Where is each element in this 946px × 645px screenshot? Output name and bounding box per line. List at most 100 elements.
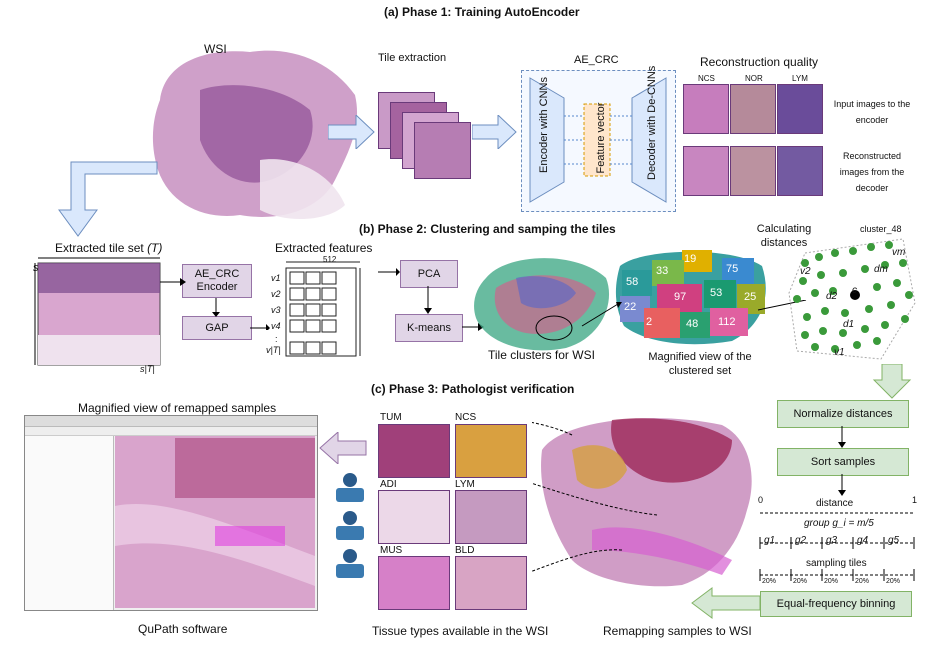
tissue-bld-image (455, 556, 527, 610)
label-d1: d1 (843, 319, 855, 330)
cluster-point (815, 253, 823, 261)
feature-dim-label: 512 (323, 255, 337, 264)
cluster-point (811, 289, 819, 297)
s-last-label: s|T| (140, 364, 155, 374)
cluster-point (811, 343, 819, 351)
ae-shapes (529, 77, 667, 203)
calculating-distances-label: Calculating distances (756, 223, 812, 249)
tissue-bld-label: BLD (455, 545, 475, 556)
ae-crc-encoder-box: AE_CRC Encoder (182, 264, 252, 298)
group-g5: g5 (888, 535, 900, 546)
encoder-label: Encoder with CNNs (538, 77, 550, 173)
percent-3: 20% (824, 578, 839, 585)
recon-caption: Reconstructed images from the decoder (839, 151, 905, 193)
label-dm: dm (874, 264, 888, 275)
tissue-caption: Tissue types available in the WSI (372, 624, 549, 638)
cluster-point (905, 291, 913, 299)
label-v1: v1 (834, 347, 845, 358)
kmeans-box: K-means (395, 314, 463, 342)
magnified-view-label: Magnified view of the clustered set (648, 351, 752, 377)
qupath-viewer[interactable] (115, 436, 315, 608)
tile-extraction-label: Tile extraction (378, 52, 447, 64)
cluster-point (839, 269, 847, 277)
extracted-features-label: Extracted features (275, 241, 373, 255)
arrow-wsi-to-tiles (328, 115, 375, 149)
cluster-point (819, 327, 827, 335)
cluster-point (873, 283, 881, 291)
pca-arrows (378, 268, 484, 331)
cluster-19: 19 (684, 253, 697, 265)
phase3-title: (c) Phase 3: Pathologist verification (371, 382, 575, 396)
tissue-lym-image (455, 490, 527, 544)
feature-vector-label: Feature vector (595, 102, 607, 174)
cluster-point (887, 301, 895, 309)
row-v3: v3 (271, 305, 281, 315)
group-label: group g_i = m/5 (804, 518, 874, 529)
percent-2: 20% (793, 578, 808, 585)
arrow-to-qupath (319, 432, 367, 464)
row-v1: v1 (271, 273, 281, 283)
feature-matrix (285, 261, 361, 357)
cluster-point (829, 287, 837, 295)
qupath-window (24, 415, 318, 611)
wsi-label: WSI (204, 42, 227, 56)
phase1-title: (a) Phase 1: Training AutoEncoder (384, 5, 580, 19)
input-lym-image (777, 84, 823, 134)
arrow-binning-to-wsi (691, 587, 761, 619)
cluster-75: 75 (726, 263, 739, 275)
ae-title: AE_CRC (574, 54, 619, 66)
cluster-97: 97 (674, 291, 687, 303)
cluster-22: 22 (624, 301, 637, 313)
group-g1: g1 (764, 535, 776, 546)
tissue-ncs-image (455, 424, 527, 478)
decoder-label: Decoder with De-CNNs (646, 65, 658, 180)
arrow-wsi-to-tileset (58, 161, 158, 237)
recon-nor-image (730, 146, 776, 196)
wsi-slide-image (152, 50, 358, 220)
arrow-normalize-to-sort (838, 426, 846, 448)
qupath-label: QuPath software (138, 622, 228, 636)
row-v2: v2 (271, 289, 281, 299)
magnified-remapped-label: Magnified view of remapped samples (78, 401, 277, 415)
cluster-53: 53 (710, 287, 723, 299)
group-g3: g3 (826, 535, 838, 546)
recon-class-ncs: NCS (698, 74, 715, 83)
qupath-menubar[interactable] (25, 427, 317, 436)
cluster-point (799, 277, 807, 285)
gap-box: GAP (182, 316, 252, 340)
row-v4: v4 (271, 321, 281, 331)
tissue-mus-label: MUS (380, 545, 403, 556)
cluster-point (873, 337, 881, 345)
cluster-point (831, 249, 839, 257)
qupath-sidebar[interactable] (25, 436, 114, 610)
tissue-adi-image (378, 490, 450, 544)
label-v2: v2 (800, 266, 811, 277)
tissue-adi-label: ADI (380, 479, 397, 490)
phase2-title: (b) Phase 2: Clustering and samping the … (359, 222, 616, 236)
pca-box: PCA (400, 260, 458, 288)
pathologists-icons (336, 473, 364, 578)
cluster-48-label: cluster_48 (860, 224, 902, 234)
cluster-point (801, 331, 809, 339)
extracted-tile-set-label: Extracted tile set (T) (55, 241, 163, 255)
tile-grid (34, 257, 161, 366)
binning-axes (759, 512, 915, 581)
recon-lym-image (777, 146, 823, 196)
cluster-point (803, 313, 811, 321)
distance-label: distance (816, 498, 854, 509)
percent-1: 20% (762, 578, 777, 585)
cluster-point (841, 309, 849, 317)
cluster-point (853, 341, 861, 349)
cluster-point (849, 247, 857, 255)
label-vm: vm (892, 247, 906, 258)
tissue-ncs-label: NCS (455, 412, 477, 423)
label-d2: d2 (826, 291, 838, 302)
cluster-point (893, 279, 901, 287)
recon-class-lym: LYM (792, 74, 808, 83)
arrow-lines (581, 300, 807, 327)
arrow-tiles-to-ae (472, 115, 517, 149)
encoder-arrows (160, 278, 270, 330)
recon-ncs-image (683, 146, 729, 196)
cluster-point (801, 259, 809, 267)
input-nor-image (730, 84, 776, 134)
